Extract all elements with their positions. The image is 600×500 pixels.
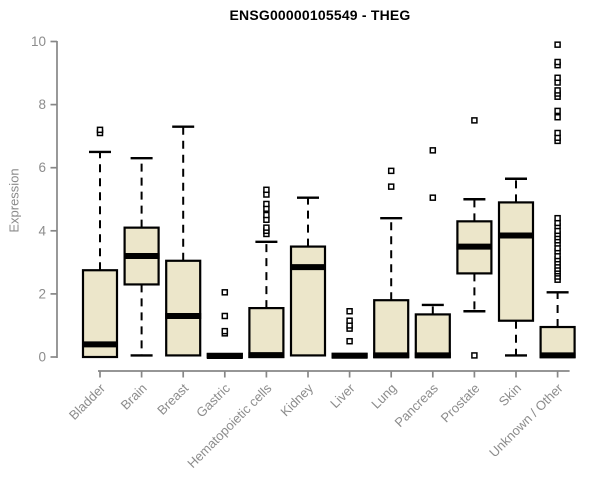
outlier-point — [263, 211, 270, 219]
outlier-point — [471, 352, 478, 359]
boxplot-liver — [331, 308, 368, 359]
outlier-point — [471, 117, 478, 124]
x-tick-label-liver: Liver — [327, 380, 358, 411]
y-tick-label: 10 — [31, 34, 46, 49]
boxplot-kidney — [289, 196, 327, 357]
x-tick-label-bladder: Bladder — [66, 380, 109, 423]
y-tick-label: 0 — [38, 350, 46, 365]
x-tick-label-skin: Skin — [496, 381, 524, 409]
boxplot-bladder — [81, 126, 119, 359]
outlier-point — [346, 337, 353, 345]
boxplot-prostate — [456, 117, 493, 359]
outlier-point — [263, 186, 270, 194]
iqr-box — [248, 306, 285, 359]
boxplot-breast — [165, 125, 202, 357]
outlier-point — [554, 129, 561, 137]
iqr-box — [497, 201, 535, 322]
x-tick-label-lung: Lung — [368, 381, 399, 412]
y-tick-label: 2 — [38, 286, 46, 301]
x-tick-label-gastric: Gastric — [193, 380, 233, 420]
boxplot-brain — [123, 157, 160, 357]
chart-title: ENSG00000105549 - THEG — [229, 7, 411, 23]
iqr-box — [165, 259, 202, 357]
outlier-point — [429, 147, 437, 154]
x-tick-label-prostate: Prostate — [438, 381, 483, 426]
outlier-point — [554, 87, 561, 94]
x-tick-label-breast: Breast — [154, 380, 191, 417]
outlier-point — [554, 113, 561, 121]
outlier-point — [96, 126, 104, 134]
outlier-point — [221, 312, 229, 320]
boxplot-unknown-other — [539, 41, 576, 359]
y-tick-label: 4 — [38, 223, 46, 238]
outlier-point — [554, 58, 561, 66]
outlier-point — [387, 183, 395, 190]
outlier-point — [263, 200, 270, 208]
x-tick-label-pancreas: Pancreas — [391, 380, 441, 430]
outlier-point — [221, 289, 229, 296]
outlier-point — [346, 317, 353, 324]
outlier-point — [554, 214, 561, 222]
outlier-point — [387, 167, 395, 175]
outlier-point — [554, 41, 561, 48]
y-tick-label: 8 — [38, 97, 46, 112]
iqr-box — [289, 245, 327, 357]
x-tick-label-kidney: Kidney — [277, 380, 316, 419]
outlier-point — [554, 107, 561, 115]
boxplot-lung — [373, 167, 410, 359]
boxplot-skin — [497, 177, 535, 357]
boxplot-pancreas — [414, 147, 451, 359]
iqr-box — [414, 313, 451, 359]
outlier-point — [221, 327, 229, 335]
x-tick-label-brain: Brain — [118, 381, 150, 413]
y-axis: 0 2 4 6 8 10 — [31, 34, 58, 365]
iqr-box — [373, 299, 410, 359]
boxplot-hematopoietic-cells — [248, 186, 285, 359]
x-tick-label-unknown-other: Unknown / Other — [486, 380, 566, 460]
outlier-point — [263, 224, 270, 231]
outlier-point — [429, 194, 437, 201]
outlier-point — [554, 74, 561, 82]
outlier-point — [346, 308, 353, 315]
y-tick-label: 6 — [38, 160, 46, 175]
boxplot-gastric — [206, 289, 243, 360]
